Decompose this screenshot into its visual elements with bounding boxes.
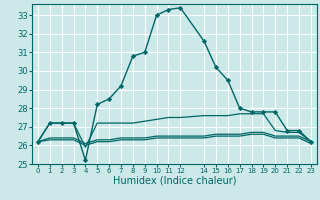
X-axis label: Humidex (Indice chaleur): Humidex (Indice chaleur)	[113, 176, 236, 186]
